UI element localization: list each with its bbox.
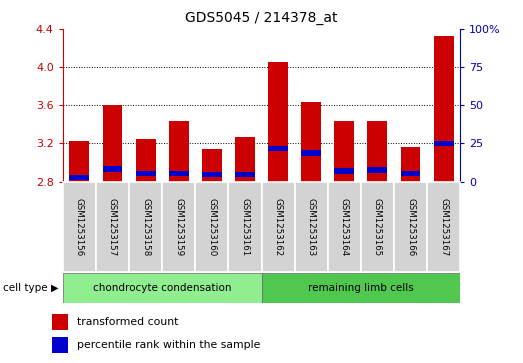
Text: cell type: cell type xyxy=(3,283,47,293)
Bar xyxy=(70,175,89,180)
Bar xyxy=(401,171,420,176)
Title: GDS5045 / 214378_at: GDS5045 / 214378_at xyxy=(185,11,338,25)
Bar xyxy=(268,146,288,151)
Bar xyxy=(52,337,68,353)
FancyBboxPatch shape xyxy=(262,182,294,272)
Bar xyxy=(301,102,321,182)
Text: GSM1253167: GSM1253167 xyxy=(439,198,448,256)
Text: GSM1253159: GSM1253159 xyxy=(174,198,183,256)
Bar xyxy=(202,172,222,178)
FancyBboxPatch shape xyxy=(96,182,129,272)
FancyBboxPatch shape xyxy=(262,273,460,303)
Text: GSM1253166: GSM1253166 xyxy=(406,198,415,256)
Text: GSM1253165: GSM1253165 xyxy=(373,198,382,256)
Bar xyxy=(334,122,354,182)
Bar xyxy=(169,122,189,182)
FancyBboxPatch shape xyxy=(63,273,262,303)
Bar xyxy=(235,137,255,182)
Bar xyxy=(268,62,288,182)
FancyBboxPatch shape xyxy=(328,182,361,272)
FancyBboxPatch shape xyxy=(427,182,460,272)
Bar xyxy=(301,150,321,155)
Bar xyxy=(368,122,388,182)
Bar xyxy=(235,172,255,178)
FancyBboxPatch shape xyxy=(129,182,162,272)
FancyBboxPatch shape xyxy=(195,182,229,272)
Bar xyxy=(103,167,122,172)
FancyBboxPatch shape xyxy=(361,182,394,272)
Bar xyxy=(169,171,189,176)
Bar xyxy=(202,149,222,182)
FancyBboxPatch shape xyxy=(294,182,328,272)
Bar xyxy=(334,168,354,174)
Text: remaining limb cells: remaining limb cells xyxy=(308,283,414,293)
Text: GSM1253163: GSM1253163 xyxy=(306,198,316,256)
Text: percentile rank within the sample: percentile rank within the sample xyxy=(77,340,261,350)
Text: transformed count: transformed count xyxy=(77,317,179,327)
Text: GSM1253158: GSM1253158 xyxy=(141,198,150,256)
Bar xyxy=(434,36,453,182)
Bar xyxy=(368,167,388,173)
Bar xyxy=(434,141,453,146)
Bar xyxy=(103,105,122,182)
Bar xyxy=(135,171,155,176)
Text: GSM1253160: GSM1253160 xyxy=(207,198,217,256)
Text: GSM1253157: GSM1253157 xyxy=(108,198,117,256)
Text: ▶: ▶ xyxy=(51,283,59,293)
FancyBboxPatch shape xyxy=(63,182,96,272)
FancyBboxPatch shape xyxy=(394,182,427,272)
FancyBboxPatch shape xyxy=(162,182,195,272)
Text: GSM1253156: GSM1253156 xyxy=(75,198,84,256)
Text: GSM1253162: GSM1253162 xyxy=(274,198,282,256)
FancyBboxPatch shape xyxy=(229,182,262,272)
Text: GSM1253164: GSM1253164 xyxy=(340,198,349,256)
Text: GSM1253161: GSM1253161 xyxy=(241,198,249,256)
Bar xyxy=(135,139,155,182)
Text: chondrocyte condensation: chondrocyte condensation xyxy=(93,283,231,293)
Bar xyxy=(401,147,420,182)
Bar xyxy=(70,142,89,182)
Bar xyxy=(52,314,68,330)
